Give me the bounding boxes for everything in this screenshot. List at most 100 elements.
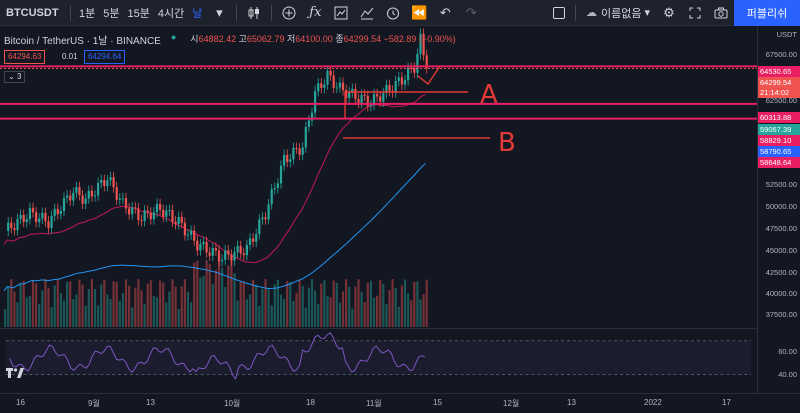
volume-bar xyxy=(425,279,428,327)
timeframe-1d[interactable]: 날 xyxy=(192,7,203,20)
candle-body xyxy=(363,94,366,96)
strategy-icon[interactable] xyxy=(354,0,380,26)
candle-body xyxy=(252,238,255,242)
price-chart[interactable] xyxy=(0,26,757,327)
symbol-title: Bitcoin / TetherUS · 1날 · BINANCE xyxy=(4,36,161,47)
layout-name-label: 이름없음 xyxy=(600,7,642,20)
candle-body xyxy=(53,208,56,216)
volume-bar xyxy=(47,287,50,327)
replay-icon[interactable]: ⏪ xyxy=(411,4,428,20)
volume-bar xyxy=(338,302,341,327)
time-axis-label: 13 xyxy=(567,398,576,407)
candle-body xyxy=(379,96,382,102)
candle-body xyxy=(10,222,13,229)
undo-icon[interactable]: ↶ xyxy=(439,4,451,20)
volume-bar xyxy=(372,297,376,327)
volume-bar xyxy=(314,290,317,327)
volume-bar xyxy=(221,267,224,327)
candle-body xyxy=(162,209,165,217)
volume-bar xyxy=(87,288,90,327)
candle-body xyxy=(416,53,419,73)
tradingview-logo[interactable] xyxy=(6,368,24,381)
time-axis-label: 17 xyxy=(722,398,731,407)
candle-body xyxy=(109,177,112,181)
visibility-dot-icon[interactable]: ● xyxy=(170,32,177,42)
price-level-tag: 60313.88 xyxy=(758,112,800,123)
divider xyxy=(236,4,238,21)
candle-body xyxy=(233,252,236,261)
volume-bar xyxy=(270,305,273,327)
candle-body xyxy=(369,104,372,107)
ma-value-tag: 58790.65 xyxy=(758,146,800,157)
cloud-icon: ☁ xyxy=(585,7,597,19)
volume-bar xyxy=(140,290,143,327)
volume-bar xyxy=(90,279,93,327)
candle-type-icon[interactable] xyxy=(241,0,267,26)
timeframe-4h[interactable]: 4시간 xyxy=(157,7,185,20)
volume-bar xyxy=(320,283,323,327)
price-axis-label: 40000.00 xyxy=(765,289,797,298)
high-value: 65062.79 xyxy=(246,34,285,44)
add-compare-icon[interactable] xyxy=(276,0,302,26)
rsi-axis-label: 60.00 xyxy=(778,347,797,356)
candle-body xyxy=(264,217,267,220)
candle-body xyxy=(270,189,273,205)
candle-body xyxy=(298,148,301,155)
symbol-search-button[interactable]: BTCUSDT xyxy=(6,6,59,19)
volume-bar xyxy=(103,279,106,327)
redo-icon[interactable]: ↷ xyxy=(465,4,477,20)
volume-bar xyxy=(286,281,289,327)
volume-bar xyxy=(267,289,270,327)
currency-label: USDT xyxy=(776,30,797,39)
sell-price-box[interactable]: 64294.63 xyxy=(4,50,46,64)
volume-bar xyxy=(143,303,146,327)
volume-bar xyxy=(388,290,391,327)
candle-body xyxy=(261,217,264,220)
price-axis[interactable]: USDT 67500.00 64530.65 64299.54 21:14:02… xyxy=(757,26,800,393)
volume-bar xyxy=(75,294,78,327)
settings-gear-icon[interactable]: ⚙ xyxy=(663,4,675,20)
time-axis-label: 11월 xyxy=(366,399,382,408)
layout-name-button[interactable]: ☁ 이름없음 ▾ xyxy=(580,0,656,26)
volume-bar xyxy=(186,291,190,327)
layout-checkbox[interactable] xyxy=(547,0,571,26)
candle-body xyxy=(419,33,422,54)
volume-bar xyxy=(419,299,422,327)
indicators-icon[interactable]: ƒx xyxy=(309,5,322,20)
publish-button[interactable]: 퍼블리쉬 xyxy=(734,0,800,26)
candle-body xyxy=(177,216,180,225)
timeframe-15m[interactable]: 15분 xyxy=(127,7,150,20)
indicators-toggle[interactable]: ⌄ 3 xyxy=(4,71,26,83)
volume-bar xyxy=(78,279,81,327)
chevron-down-icon[interactable]: ▾ xyxy=(216,4,223,20)
candle-body xyxy=(205,241,208,253)
candle-body xyxy=(118,198,121,200)
candle-body xyxy=(354,88,357,100)
volume-bar xyxy=(81,284,84,327)
candle-body xyxy=(208,252,211,256)
candle-body xyxy=(25,219,28,222)
candle-body xyxy=(276,183,279,189)
volume-bar xyxy=(44,279,47,327)
timeframe-1m[interactable]: 1분 xyxy=(79,7,96,20)
candle-body xyxy=(87,190,90,199)
volume-bar xyxy=(236,300,239,327)
rsi-pane[interactable] xyxy=(0,328,757,393)
candle-body xyxy=(242,253,245,256)
alert-clock-icon[interactable] xyxy=(380,0,406,26)
volume-bar xyxy=(28,295,31,327)
divider xyxy=(70,4,71,21)
time-axis[interactable]: 16 9월 13 10월 18 11월 15 12월 13 2022 17 xyxy=(0,393,800,413)
hand-drawn-line-a xyxy=(344,91,468,119)
candle-body xyxy=(279,165,283,184)
buy-price-box[interactable]: 64294.64 xyxy=(84,50,126,64)
templates-icon[interactable] xyxy=(328,0,354,26)
candle-body xyxy=(326,70,329,85)
candle-body xyxy=(186,234,190,236)
camera-snapshot-icon[interactable] xyxy=(708,0,734,26)
timeframe-5m[interactable]: 5분 xyxy=(103,7,120,20)
candle-body xyxy=(66,195,69,198)
volume-bar xyxy=(53,285,56,327)
volume-bar xyxy=(394,288,397,327)
fullscreen-icon[interactable] xyxy=(682,0,708,26)
